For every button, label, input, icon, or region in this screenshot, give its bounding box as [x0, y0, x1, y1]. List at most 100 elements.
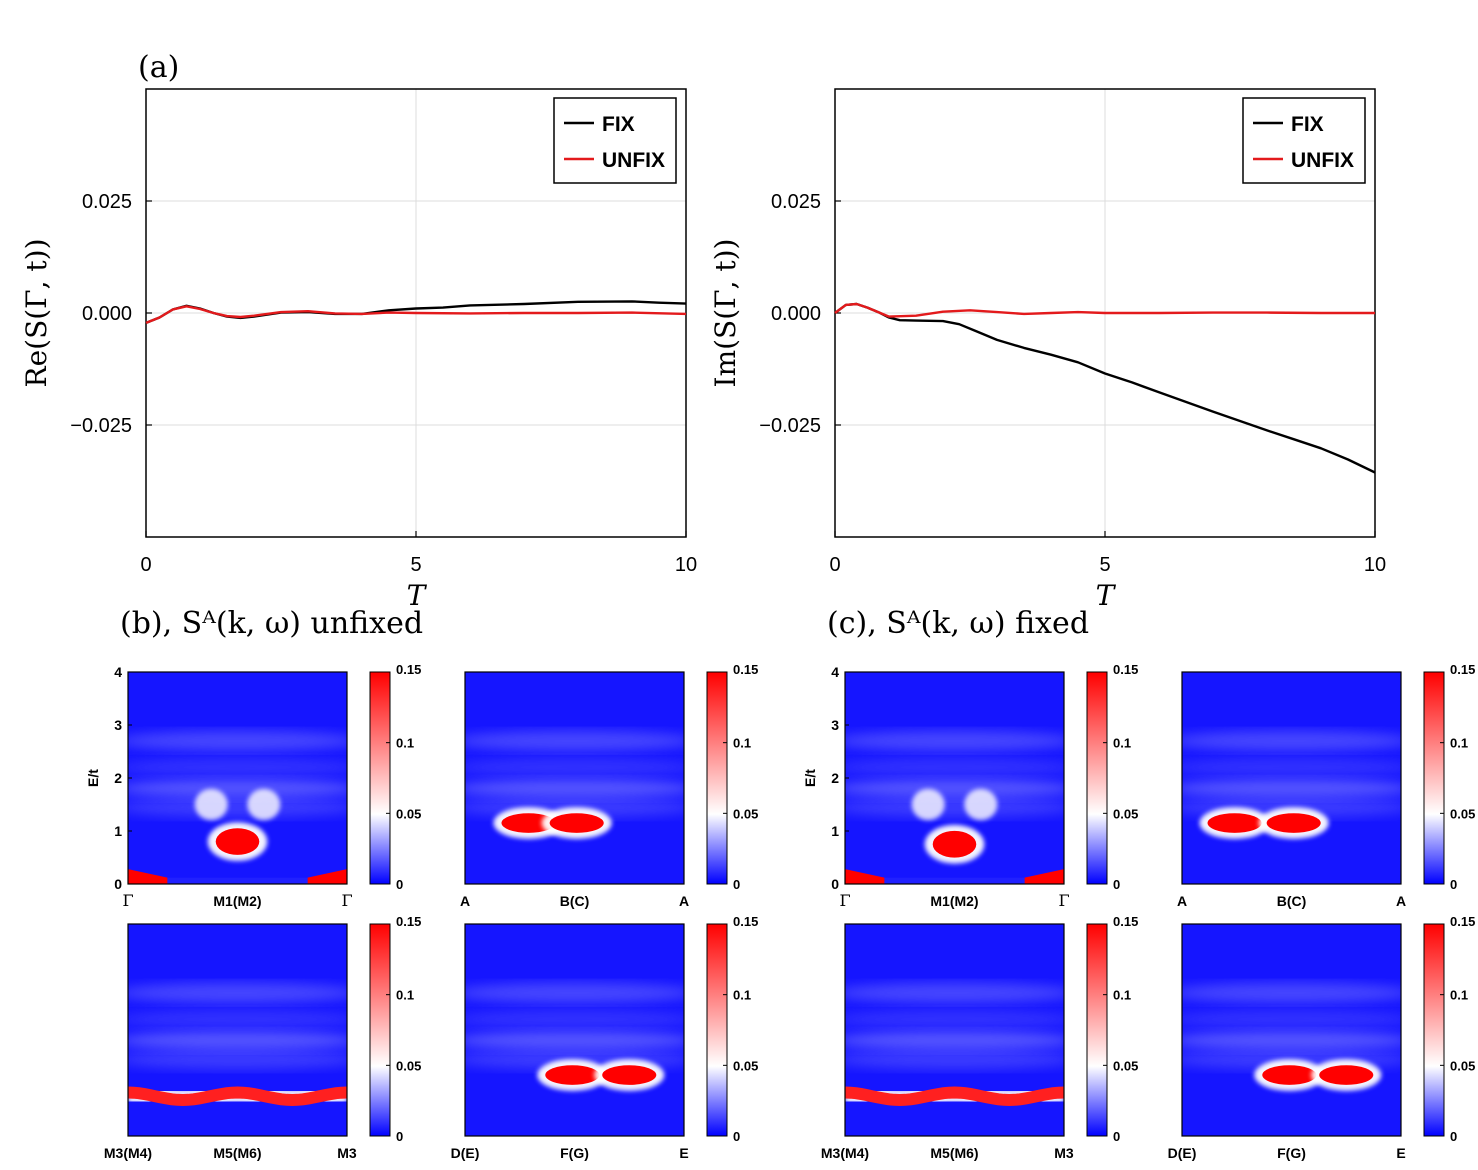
heatmap-band [128, 1009, 347, 1030]
heatmap-background [1182, 924, 1401, 1136]
colorbar-tick-label: 0.1 [1113, 988, 1131, 1003]
heatmap-wave-band [845, 1086, 1064, 1107]
heatmap-y-axis-label: E/t [85, 769, 101, 787]
heatmap-c4: D(E) F(G) E 0 0.05 0.1 0.15 [1168, 914, 1476, 1161]
heatmap-peak [501, 813, 556, 833]
heatmap-background [1182, 672, 1401, 884]
heatmap-y-tick-label: 3 [114, 717, 122, 733]
heatmap-x-tick-label: F(G) [1277, 1145, 1306, 1161]
heatmap-field [465, 924, 684, 1136]
colorbar-tick-label: 0.1 [733, 988, 751, 1003]
colorbar-tick-label: 0.05 [733, 806, 758, 821]
colorbar-tick-label: 0.1 [396, 736, 414, 751]
heatmap-low-gap [884, 877, 1025, 884]
heatmap-background [465, 924, 684, 1136]
panel-c-label: (c), Sᴬ(k, ω) fixed [827, 606, 1089, 641]
heatmap-band [845, 778, 1064, 799]
line-chart-im: 0 5 10 0.025 0.000 −0.025 T Im(S(Γ, t)) FIX UNFIX [709, 88, 1386, 612]
colorbar-tick-label: 0.1 [1450, 988, 1468, 1003]
heatmap-frame [464, 923, 685, 1137]
heatmap-weak-peak [247, 788, 281, 821]
heatmap-x-tick-label: B(C) [1277, 893, 1307, 909]
colorbar-tick-label: 0.05 [396, 806, 421, 821]
panel-a-label: (a) [138, 50, 179, 85]
colorbar [369, 923, 391, 1137]
colorbar-tick-label: 0.15 [733, 914, 758, 929]
heatmap-weak-peak [194, 788, 228, 821]
heatmap-band [845, 757, 1064, 778]
heatmap-peak [602, 1065, 657, 1085]
colorbar [1086, 671, 1108, 885]
legend-box [1242, 97, 1366, 184]
heatmap-y-tick-label: 4 [831, 664, 839, 680]
heatmap-peak [1266, 813, 1321, 833]
y-axis-label: Im(S(Γ, t)) [709, 239, 742, 388]
line-charts: 0 5 10 0.025 0.000 −0.025 T Re(S(Γ, t)) FIX UNFIX… [20, 88, 1386, 612]
heatmap-x-tick-label: D(E) [451, 1145, 480, 1161]
heatmap-weak-peak [911, 788, 945, 821]
x-tick-label: 0 [140, 554, 151, 576]
heatmap-y-tick-label: 2 [114, 770, 122, 786]
heatmap-y-tick-label: 2 [831, 770, 839, 786]
heatmap-frame [1181, 671, 1402, 885]
colorbar-tick-label: 0 [1450, 877, 1457, 892]
colorbar-tick-label: 0.15 [733, 662, 758, 677]
heatmap-band [1182, 1030, 1401, 1051]
legend-label-unfix: UNFIX [602, 149, 665, 172]
colorbar-tick-label: 0 [1113, 1129, 1120, 1144]
colorbar [706, 923, 728, 1137]
legend-box [553, 97, 677, 184]
x-tick-label: 10 [675, 554, 697, 576]
heatmap-b4: D(E) F(G) E 0 0.05 0.1 0.15 [451, 914, 759, 1161]
heatmap-x-tick-label: Γ [839, 891, 850, 910]
heatmap-x-tick-label: M1(M2) [930, 893, 978, 909]
y-tick-label: 0.025 [82, 191, 132, 213]
heatmap-x-tick-label: M1(M2) [213, 893, 261, 909]
colorbar-tick-label: 0.05 [396, 1058, 421, 1073]
colorbar [706, 671, 728, 885]
heatmap-y-tick-label: 1 [114, 823, 122, 839]
colorbar-tick-label: 0.05 [1450, 1058, 1475, 1073]
heatmap-field [1182, 924, 1401, 1136]
heatmap-x-tick-label: A [679, 893, 689, 909]
heatmap-peak [545, 1065, 600, 1085]
y-tick-label: 0.000 [82, 303, 132, 325]
colorbar-tick-label: 0.05 [733, 1058, 758, 1073]
heatmap-band [465, 757, 684, 778]
panel-b-label: (b), Sᴬ(k, ω) unfixed [120, 606, 423, 641]
heatmap-band [128, 757, 347, 778]
heatmap-y-tick-label: 0 [831, 876, 839, 892]
heatmap-peak [1262, 1065, 1317, 1085]
y-tick-label: −0.025 [759, 415, 821, 437]
colorbar-tick-label: 0.15 [1113, 662, 1138, 677]
x-tick-label: 5 [1099, 554, 1110, 576]
colorbar-tick-label: 0.15 [396, 914, 421, 929]
heatmap-low-band-left [845, 869, 885, 884]
heatmap-x-tick-label: E [1396, 1145, 1405, 1161]
colorbar [369, 671, 391, 885]
heatmap-band [465, 730, 684, 751]
heatmap-band [845, 797, 1064, 818]
colorbar [1423, 923, 1445, 1137]
colorbar-tick-label: 0 [396, 877, 403, 892]
heatmap-y-axis-label: E/t [802, 769, 818, 787]
heatmap-x-tick-label: Γ [1058, 891, 1069, 910]
colorbar-tick-label: 0.1 [1113, 736, 1131, 751]
heatmap-x-tick-label: Γ [122, 891, 133, 910]
x-axis-label: T [1096, 579, 1117, 612]
heatmap-peak [1319, 1065, 1374, 1085]
heatmap-x-tick-label: Γ [341, 891, 352, 910]
heatmap-band [845, 1030, 1064, 1051]
heatmap-low-band-left [128, 869, 168, 884]
heatmap-x-tick-label: M3 [337, 1145, 357, 1161]
heatmap-band [1182, 778, 1401, 799]
heatmap-frame [464, 671, 685, 885]
heatmap-band [1182, 757, 1401, 778]
colorbar-tick-label: 0.15 [396, 662, 421, 677]
x-axis-label: T [407, 579, 428, 612]
y-tick-label: 0.000 [771, 303, 821, 325]
